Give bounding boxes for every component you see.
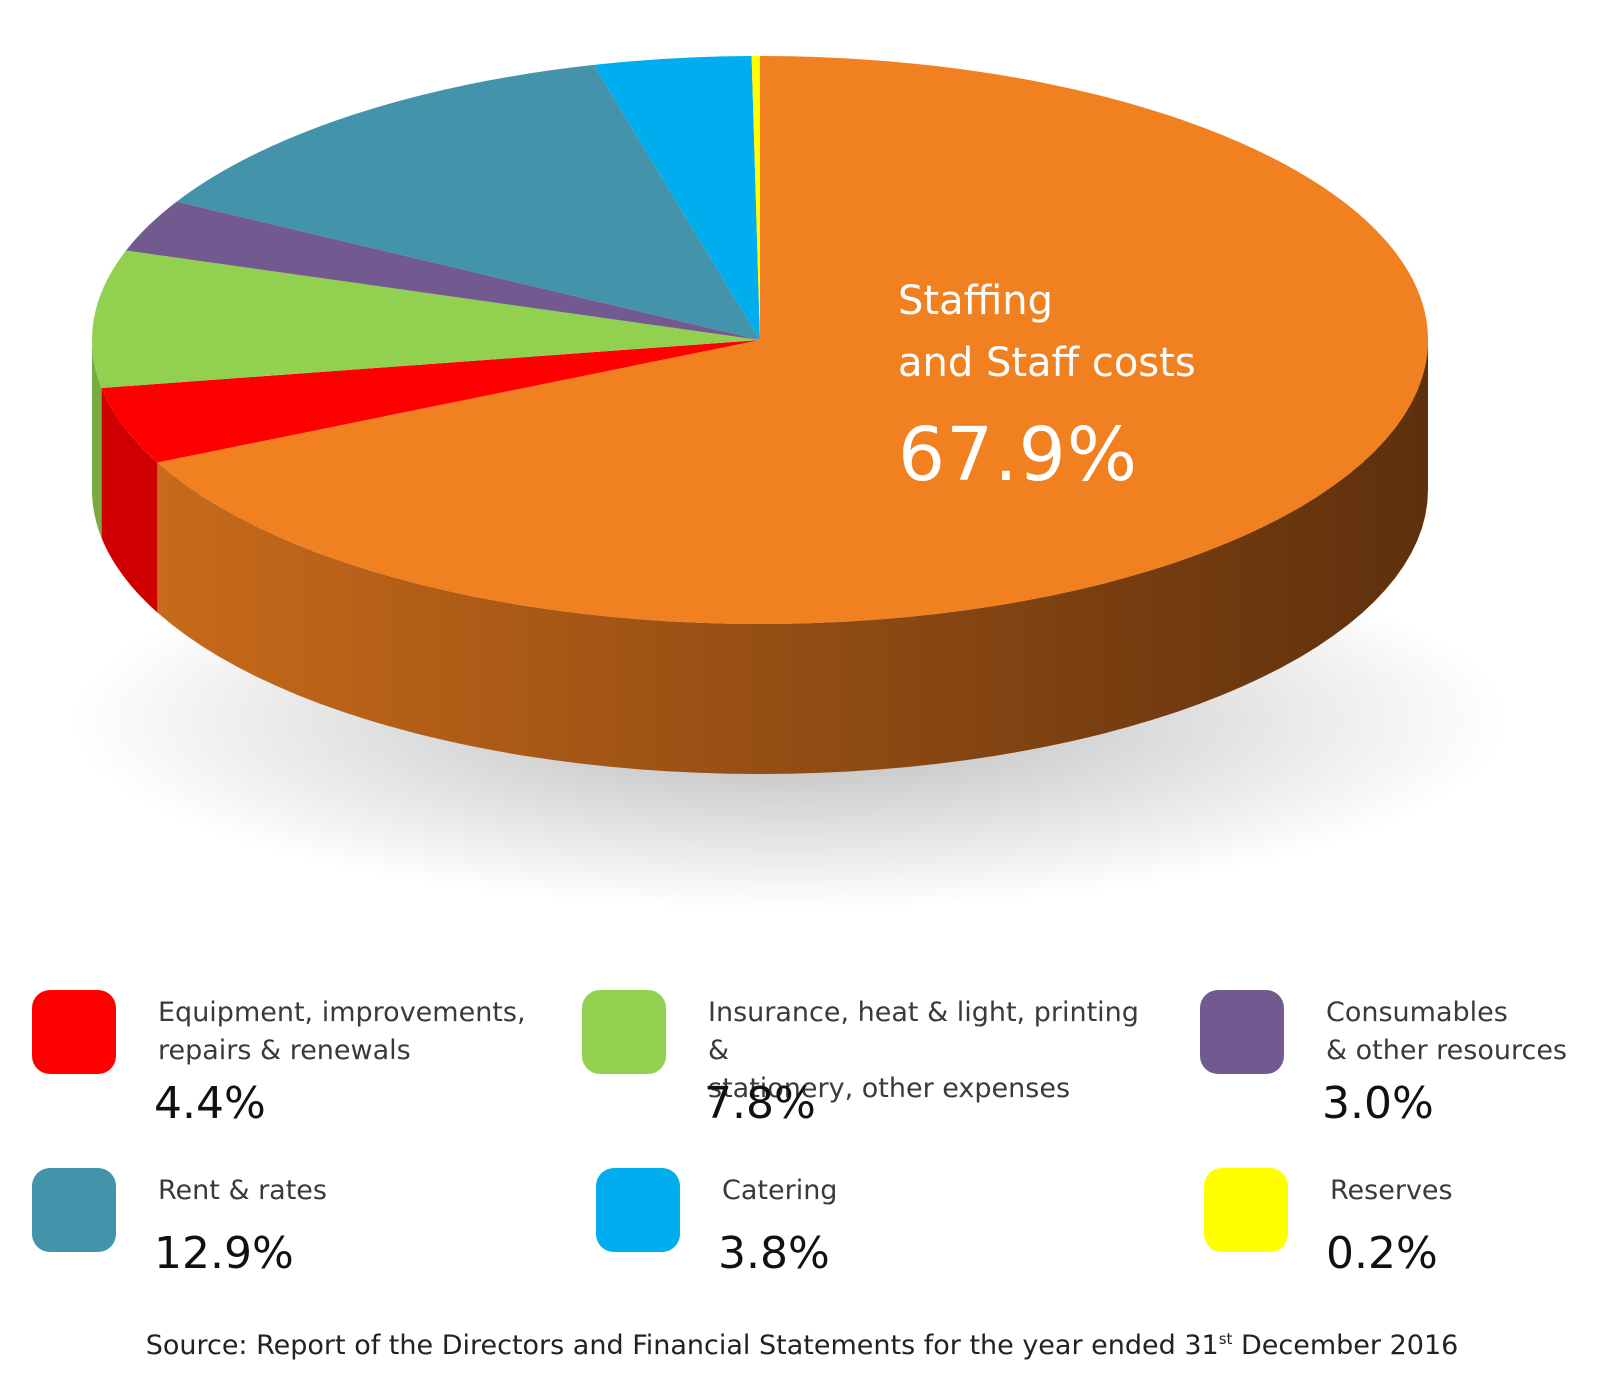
legend-item-equipment: Equipment, improvements, repairs & renew… <box>32 990 532 1140</box>
legend-label: Equipment, improvements, repairs & renew… <box>158 997 526 1066</box>
pie-slice-staffing-and-staff-costs <box>157 56 1428 625</box>
main-slice-value: 67.9% <box>898 412 1139 498</box>
pie-slice-rent-rates <box>176 64 760 341</box>
legend-item-rent: Rent & rates 12.9% <box>32 1168 532 1318</box>
legend-value: 3.8% <box>718 1228 830 1279</box>
source-note: Source: Report of the Directors and Fina… <box>0 1330 1604 1361</box>
pie-slice-catering <box>593 56 760 341</box>
main-slice-label-line1: Staffing <box>898 278 1053 324</box>
source-prefix: Source: Report of the Directors and Fina… <box>145 1330 1219 1361</box>
legend-item-consumables: Consumables & other resources 3.0% <box>1200 990 1600 1140</box>
legend-swatch <box>1204 1168 1288 1252</box>
legend-item-insurance: Insurance, heat & light, printing & stat… <box>582 990 1139 1140</box>
legend-value: 3.0% <box>1322 1078 1434 1129</box>
source-sup: st <box>1218 1330 1233 1348</box>
legend-swatch <box>1200 990 1284 1074</box>
pie-top <box>91 55 1428 625</box>
legend-value: 7.8% <box>704 1078 816 1129</box>
legend-value: 0.2% <box>1326 1228 1438 1279</box>
legend-swatch <box>32 990 116 1074</box>
pie-slice-equipment-improvements-repairs-renewals <box>101 340 761 463</box>
legend-swatch <box>596 1168 680 1252</box>
pie-side <box>92 340 1428 774</box>
legend-value: 12.9% <box>154 1228 294 1279</box>
legend-label: Catering <box>722 1175 838 1206</box>
source-suffix: December 2016 <box>1232 1330 1459 1361</box>
legend-swatch <box>582 990 666 1074</box>
legend-item-reserves: Reserves 0.2% <box>1204 1168 1594 1318</box>
legend-value: 4.4% <box>154 1078 266 1129</box>
legend-label: Consumables & other resources <box>1326 997 1567 1066</box>
legend-item-catering: Catering 3.8% <box>596 1168 1096 1318</box>
pie-side-staffing-and-staff-costs <box>157 340 1428 774</box>
pie-chart <box>70 55 1510 910</box>
legend-label: Rent & rates <box>158 1175 327 1206</box>
pie-slice-consumables-other-resources <box>126 201 760 340</box>
pie-side-insurance-heat-light-printing-stationery-other-expenses <box>92 340 102 538</box>
legend-label: Reserves <box>1330 1175 1453 1206</box>
legend-swatch <box>32 1168 116 1252</box>
pie-slice-insurance-heat-light-printing-stationery-other-expenses <box>91 250 760 388</box>
pie-slice-reserves <box>751 55 760 340</box>
pie-side-equipment-improvements-repairs-renewals <box>101 387 158 613</box>
legend-label: Insurance, heat & light, printing & stat… <box>708 997 1139 1104</box>
main-slice-label-line2: and Staff costs <box>898 340 1196 386</box>
